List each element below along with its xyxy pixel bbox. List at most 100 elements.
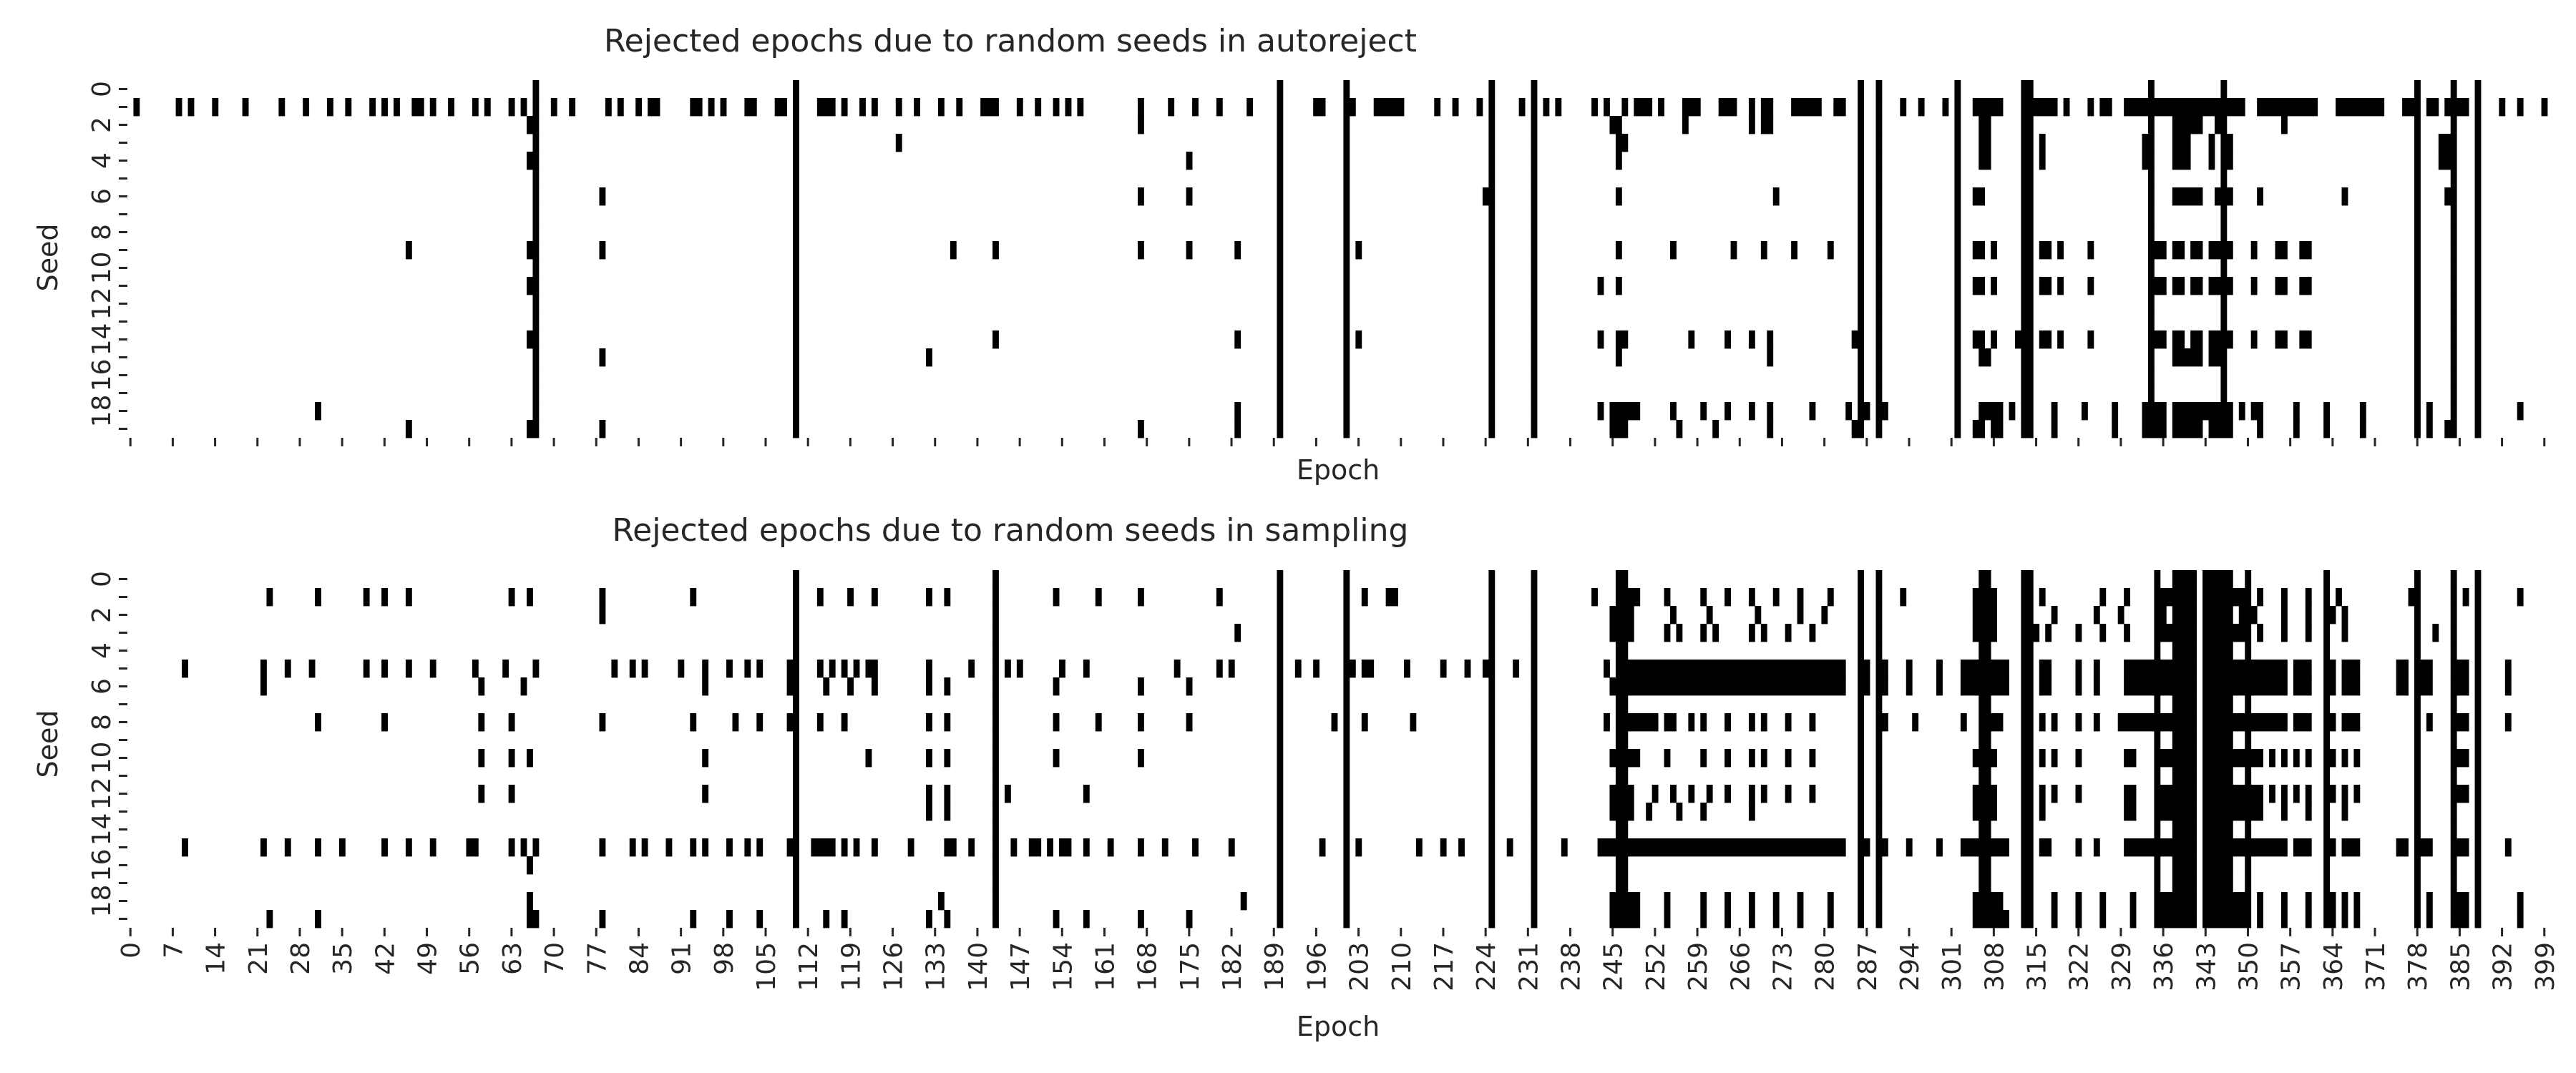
heatmap-cell-seed1-epoch341 xyxy=(2190,588,2197,607)
heatmap-cell-seed15-epoch190 xyxy=(1277,838,1284,857)
heatmap-cell-seed19-epoch78 xyxy=(599,420,606,438)
heatmap-cell-seed14-epoch286 xyxy=(1858,820,1864,839)
heatmap-cell-seed6-epoch366 xyxy=(2341,677,2348,696)
heatmap-cell-seed12-epoch368 xyxy=(2353,785,2361,803)
heatmap-cell-seed13-epoch314 xyxy=(2026,313,2034,331)
heatmap-cell-seed13-epoch345 xyxy=(2214,803,2221,821)
heatmap-cell-seed19-epoch345 xyxy=(2214,420,2221,438)
heatmap-cell-seed1-epoch276 xyxy=(1797,98,1804,117)
heatmap-cell-seed0-epoch286 xyxy=(1858,80,1864,99)
heatmap-cell-seed5-epoch308 xyxy=(1991,660,1997,678)
heatmap-cell-seed3-epoch339 xyxy=(2178,624,2185,642)
heatmap-cell-seed18-epoch308 xyxy=(1991,892,1997,911)
heatmap-cell-seed1-epoch336 xyxy=(2160,588,2167,607)
heatmap-cell-seed6-epoch307 xyxy=(1984,677,1991,696)
heatmap-cell-seed15-epoch348 xyxy=(2233,838,2240,857)
heatmap-cell-seed8-epoch346 xyxy=(2220,223,2228,242)
heatmap-cell-seed8-epoch232 xyxy=(1531,713,1538,732)
heatmap-cell-seed3-epoch246 xyxy=(1615,134,1622,152)
heatmap-cell-seed2-epoch276 xyxy=(1797,606,1804,624)
heatmap-cell-seed7-epoch340 xyxy=(2184,695,2191,714)
heatmap-cell-seed4-epoch307 xyxy=(1984,642,1991,660)
y-tick-label: 6 xyxy=(87,678,117,695)
heatmap-cell-seed15-epoch364 xyxy=(2329,838,2336,857)
heatmap-cell-seed1-epoch283 xyxy=(1839,98,1846,117)
heatmap-cell-seed15-epoch338 xyxy=(2172,348,2179,367)
heatmap-cell-seed11-epoch232 xyxy=(1531,277,1538,295)
heatmap-cell-seed6-epoch331 xyxy=(2129,677,2137,696)
heatmap-cell-seed15-epoch248 xyxy=(1627,838,1634,857)
heatmap-cell-seed0-epoch201 xyxy=(1343,570,1350,589)
heatmap-cell-seed8-epoch249 xyxy=(1634,713,1641,732)
heatmap-cell-seed13-epoch360 xyxy=(2305,803,2312,821)
heatmap-cell-seed6-epoch306 xyxy=(1979,677,1986,696)
heatmap-cell-seed18-epoch247 xyxy=(1621,892,1629,911)
heatmap-cell-seed8-epoch341 xyxy=(2190,713,2197,732)
heatmap-cell-seed18-epoch268 xyxy=(1748,402,1755,421)
heatmap-cell-seed5-epoch202 xyxy=(1349,660,1356,678)
heatmap-cell-seed19-epoch352 xyxy=(2257,420,2264,438)
heatmap-cell-seed0-epoch289 xyxy=(1875,570,1883,589)
heatmap-cell-seed19-epoch336 xyxy=(2160,910,2167,929)
heatmap-cell-seed19-epoch286 xyxy=(1858,420,1864,438)
heatmap-cell-seed9-epoch350 xyxy=(2245,731,2252,750)
heatmap-cell-seed15-epoch283 xyxy=(1839,838,1846,857)
heatmap-cell-seed2-epoch384 xyxy=(2450,606,2457,624)
heatmap-cell-seed18-epoch344 xyxy=(2208,402,2215,421)
heatmap-cell-seed1-epoch305 xyxy=(1972,588,1979,607)
heatmap-cell-seed13-epoch313 xyxy=(2021,803,2028,821)
heatmap-cell-seed8-epoch160 xyxy=(1095,713,1102,732)
heatmap-cell-seed1-epoch358 xyxy=(2293,98,2300,117)
heatmap-cell-seed9-epoch335 xyxy=(2154,731,2161,750)
heatmap-cell-seed14-epoch356 xyxy=(2280,330,2288,349)
heatmap-cell-seed6-epoch388 xyxy=(2474,677,2482,696)
heatmap-cell-seed18-epoch388 xyxy=(2474,402,2482,421)
heatmap-cell-seed1-epoch264 xyxy=(1724,588,1731,607)
heatmap-cell-seed13-epoch346 xyxy=(2220,313,2228,331)
heatmap-cell-seed12-epoch252 xyxy=(1652,785,1659,803)
heatmap-cell-seed12-epoch110 xyxy=(793,785,799,803)
heatmap-cell-seed16-epoch338 xyxy=(2172,856,2179,875)
heatmap-cell-seed8-epoch314 xyxy=(2026,223,2034,242)
x-tick-label: 133 xyxy=(922,942,951,991)
heatmap-cell-seed14-epoch225 xyxy=(1488,330,1496,349)
heatmap-cell-seed15-epoch290 xyxy=(1881,838,1888,857)
heatmap-cell-seed2-epoch245 xyxy=(1609,116,1616,134)
chart-title-sampling: Rejected epochs due to random seeds in s… xyxy=(613,512,1409,549)
heatmap-cell-seed18-epoch248 xyxy=(1627,402,1634,421)
heatmap-cell-seed18-epoch306 xyxy=(1979,892,1986,911)
heatmap-cell-seed2-epoch143 xyxy=(992,606,999,624)
heatmap-cell-seed11-epoch305 xyxy=(1972,277,1979,295)
heatmap-cell-seed15-epoch384 xyxy=(2450,838,2457,857)
chart-title-autoreject: Rejected epochs due to random seeds in a… xyxy=(604,23,1417,59)
heatmap-cell-seed19-epoch388 xyxy=(2474,910,2482,929)
heatmap-cell-seed2-epoch66 xyxy=(527,116,533,134)
heatmap-cell-seed1-epoch378 xyxy=(2414,588,2421,607)
heatmap-cell-seed7-epoch347 xyxy=(2226,695,2233,714)
heatmap-cell-seed8-epoch109 xyxy=(786,713,794,732)
heatmap-cell-seed6-epoch262 xyxy=(1712,677,1719,696)
heatmap-cell-seed0-epoch110 xyxy=(793,570,799,589)
heatmap-cell-seed8-epoch251 xyxy=(1646,713,1653,732)
heatmap-cell-seed18-epoch245 xyxy=(1609,402,1616,421)
heatmap-cell-seed5-epoch289 xyxy=(1875,170,1883,188)
heatmap-cell-seed10-epoch190 xyxy=(1277,259,1284,278)
heatmap-cell-seed15-epoch113 xyxy=(811,838,818,857)
heatmap-cell-seed1-epoch223 xyxy=(1476,98,1483,117)
heatmap-cell-seed0-epoch314 xyxy=(2026,80,2034,99)
heatmap-cell-seed6-epoch286 xyxy=(1858,187,1864,206)
heatmap-cell-seed5-epoch368 xyxy=(2353,660,2361,678)
heatmap-cell-seed1-epoch142 xyxy=(986,98,993,117)
heatmap-cell-seed8-epoch114 xyxy=(816,713,824,732)
heatmap-cell-seed1-epoch392 xyxy=(2499,98,2506,117)
heatmap-cell-seed1-epoch153 xyxy=(1053,98,1060,117)
heatmap-cell-seed15-epoch67 xyxy=(532,838,540,857)
heatmap-cell-seed2-epoch340 xyxy=(2184,606,2191,624)
heatmap-cell-seed1-epoch333 xyxy=(2142,98,2149,117)
heatmap-cell-seed1-epoch314 xyxy=(2026,588,2034,607)
heatmap-cell-seed8-epoch286 xyxy=(1858,713,1864,732)
heatmap-cell-seed4-epoch378 xyxy=(2414,152,2421,170)
heatmap-cell-seed5-epoch123 xyxy=(871,660,878,678)
heatmap-cell-seed6-epoch339 xyxy=(2178,187,2185,206)
heatmap-cell-seed11-epoch339 xyxy=(2178,277,2185,295)
